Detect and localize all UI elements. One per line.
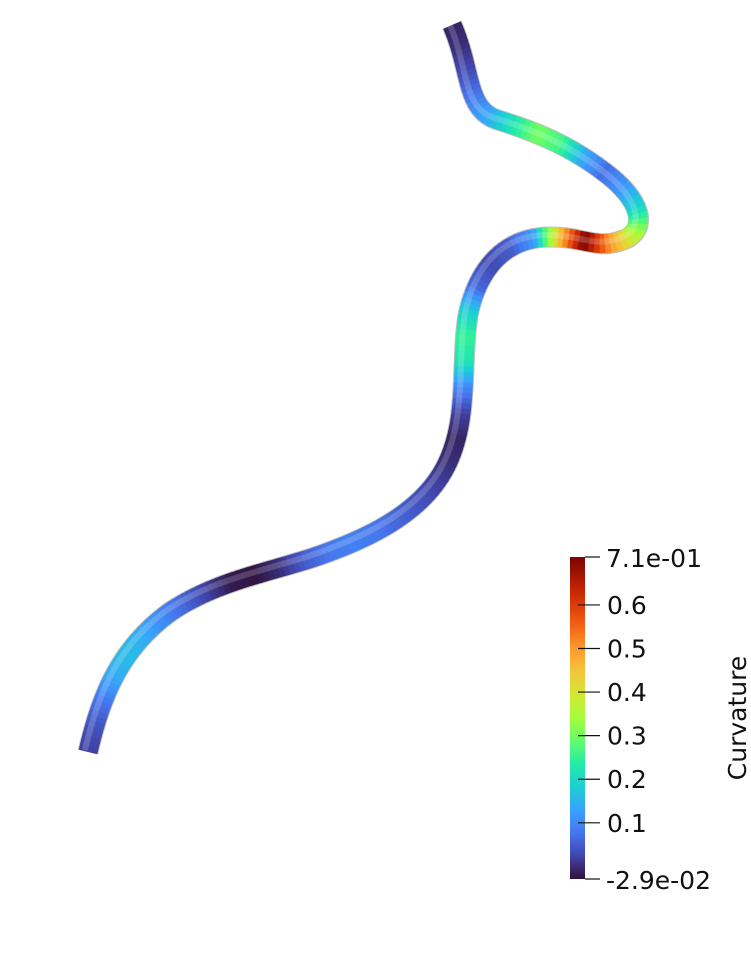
scalar-bar-gradient [570, 557, 585, 879]
scalar-bar-tick-label: 0.5 [607, 635, 647, 664]
scalar-bar-title: Curvature [723, 656, 751, 780]
tube-highlight [82, 21, 639, 751]
scalar-bar-min-label: -2.9e-02 [606, 866, 711, 895]
scalar-bar: 7.1e-01 -2.9e-02 0.1 0.2 0.3 0.4 0.5 0.6 Curv… [570, 544, 751, 895]
scalar-bar-tick-label: 0.6 [607, 591, 647, 620]
scalar-bar-tick-label: 0.4 [607, 678, 647, 707]
tube-segment [443, 21, 463, 34]
scalar-bar-tick-label: 0.3 [607, 722, 647, 751]
scalar-bar-tick-label: 0.1 [607, 809, 647, 838]
curvature-tube [77, 20, 649, 755]
scalar-bar-tick-label: 0.2 [607, 765, 647, 794]
scalar-bar-max-label: 7.1e-01 [606, 544, 702, 573]
